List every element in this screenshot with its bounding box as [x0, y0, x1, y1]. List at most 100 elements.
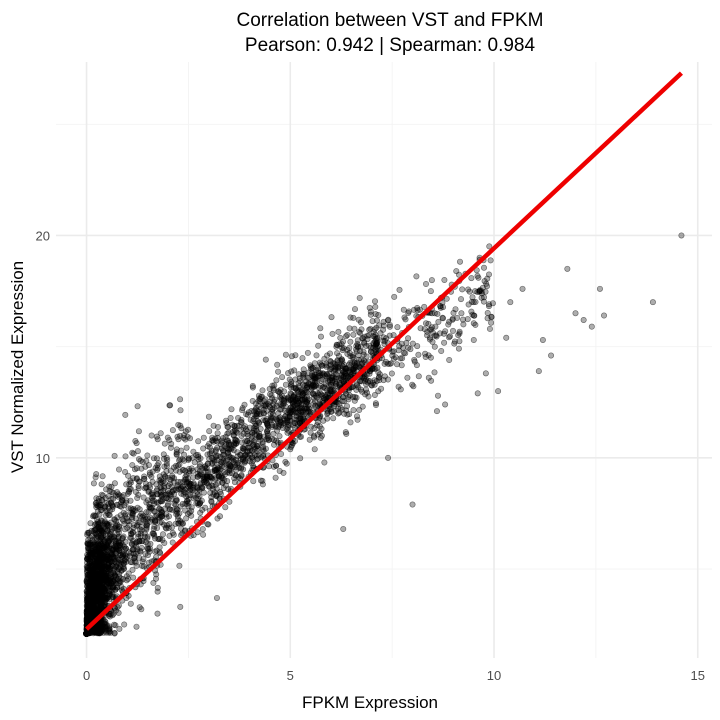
- data-point: [415, 351, 422, 358]
- data-point: [335, 328, 342, 335]
- data-point: [94, 549, 101, 556]
- data-point: [214, 515, 221, 522]
- data-point: [332, 367, 339, 374]
- data-point: [156, 477, 163, 484]
- data-point: [455, 345, 462, 352]
- data-point: [89, 563, 96, 570]
- data-point: [361, 340, 368, 347]
- data-point: [100, 578, 107, 585]
- data-point: [351, 306, 358, 313]
- data-point: [414, 343, 421, 350]
- data-point: [137, 457, 144, 464]
- data-point: [351, 359, 358, 366]
- data-point: [93, 629, 100, 636]
- data-point: [580, 316, 587, 323]
- data-point: [134, 504, 141, 511]
- data-point: [311, 446, 318, 453]
- data-point: [381, 373, 388, 380]
- data-point: [221, 469, 228, 476]
- data-point: [474, 390, 481, 397]
- data-point: [144, 452, 151, 459]
- data-point: [312, 403, 319, 410]
- data-point: [129, 462, 136, 469]
- data-point: [99, 497, 106, 504]
- data-point: [102, 627, 109, 634]
- data-point: [340, 393, 347, 400]
- data-point: [225, 439, 232, 446]
- x-axis-ticks: 0 5 10 15: [83, 668, 705, 683]
- data-point: [395, 347, 402, 354]
- data-point: [275, 388, 282, 395]
- data-point: [458, 310, 465, 317]
- data-point: [160, 451, 167, 458]
- data-point: [371, 391, 378, 398]
- data-point: [98, 481, 105, 488]
- data-point: [229, 428, 236, 435]
- data-point: [413, 362, 420, 369]
- data-point: [143, 484, 150, 491]
- data-point: [324, 352, 331, 359]
- x-tick-label: 15: [691, 668, 705, 683]
- data-point: [316, 423, 323, 430]
- data-point: [173, 450, 180, 457]
- data-point: [410, 383, 417, 390]
- data-point: [320, 417, 327, 424]
- data-point: [176, 468, 183, 475]
- data-point: [160, 531, 167, 538]
- data-point: [220, 457, 227, 464]
- data-point: [141, 475, 148, 482]
- data-point: [200, 531, 207, 538]
- data-point: [256, 433, 263, 440]
- data-point: [199, 526, 206, 533]
- data-point: [446, 356, 453, 363]
- data-point: [123, 573, 130, 580]
- data-point: [194, 466, 201, 473]
- data-point: [273, 437, 280, 444]
- data-point: [359, 335, 366, 342]
- data-point: [344, 331, 351, 338]
- data-point: [177, 407, 184, 414]
- data-point: [400, 349, 407, 356]
- data-point: [231, 441, 238, 448]
- data-point: [162, 524, 169, 531]
- data-point: [101, 569, 108, 576]
- data-point: [252, 423, 259, 430]
- data-point: [480, 264, 487, 271]
- data-point: [488, 319, 495, 326]
- data-point: [362, 391, 369, 398]
- data-point: [99, 517, 106, 524]
- data-point: [386, 360, 393, 367]
- data-point: [98, 603, 105, 610]
- data-point: [84, 595, 91, 602]
- data-point: [195, 473, 202, 480]
- data-point: [284, 429, 291, 436]
- data-point: [466, 288, 473, 295]
- data-point: [188, 504, 195, 511]
- data-point: [132, 559, 139, 566]
- data-point: [180, 491, 187, 498]
- data-point: [311, 424, 318, 431]
- data-point: [349, 354, 356, 361]
- data-point: [450, 309, 457, 316]
- data-point: [165, 482, 172, 489]
- data-point: [206, 450, 213, 457]
- data-point: [173, 462, 180, 469]
- data-point: [188, 512, 195, 519]
- data-point: [262, 396, 269, 403]
- data-point: [111, 621, 118, 628]
- data-point: [161, 539, 168, 546]
- data-point: [220, 448, 227, 455]
- data-point: [372, 303, 379, 310]
- data-point: [307, 423, 314, 430]
- data-point: [231, 423, 238, 430]
- data-point: [186, 468, 193, 475]
- data-point: [474, 272, 481, 279]
- data-point: [222, 482, 229, 489]
- data-point: [206, 444, 213, 451]
- data-point: [486, 325, 493, 332]
- data-point: [330, 415, 337, 422]
- data-point: [265, 402, 272, 409]
- data-point: [217, 488, 224, 495]
- data-point: [118, 552, 125, 559]
